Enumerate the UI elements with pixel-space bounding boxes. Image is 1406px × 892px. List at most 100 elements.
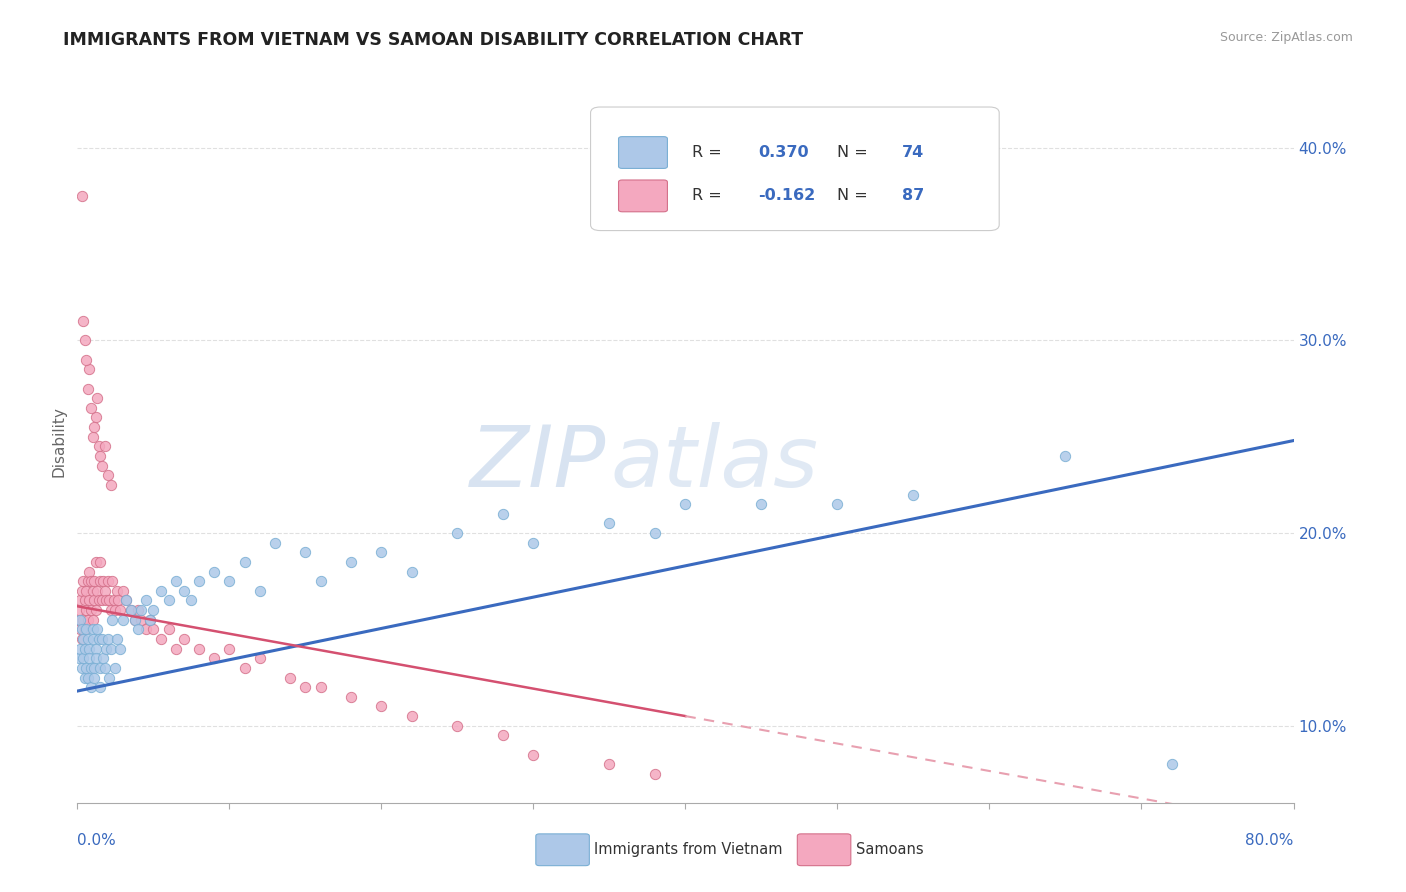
Point <box>108 641 131 656</box>
Point <box>67 613 90 627</box>
Point <box>69 593 91 607</box>
Point <box>340 555 363 569</box>
Point <box>70 583 93 598</box>
Point <box>135 593 157 607</box>
Point <box>70 189 93 203</box>
Point <box>370 545 392 559</box>
Point <box>751 497 773 511</box>
Point <box>492 728 515 742</box>
Point <box>107 593 129 607</box>
Point <box>89 680 111 694</box>
Point <box>75 352 97 367</box>
Point <box>82 632 104 646</box>
Point <box>84 410 107 425</box>
Point <box>84 555 107 569</box>
Point <box>139 613 162 627</box>
Point <box>644 767 666 781</box>
Point <box>249 583 271 598</box>
Point <box>77 382 100 396</box>
Point <box>105 632 128 646</box>
Text: atlas: atlas <box>610 422 818 505</box>
Point <box>97 632 120 646</box>
Point <box>104 661 127 675</box>
Point <box>142 623 165 637</box>
Point <box>84 603 107 617</box>
Point <box>86 623 108 637</box>
Point <box>98 671 121 685</box>
Point <box>86 583 108 598</box>
Text: N =: N = <box>838 188 873 203</box>
Text: 80.0%: 80.0% <box>1246 833 1294 848</box>
Point <box>70 661 93 675</box>
Text: ZIP: ZIP <box>470 422 606 505</box>
Point <box>294 545 316 559</box>
Point <box>75 603 97 617</box>
Point <box>89 574 111 589</box>
Point <box>77 574 100 589</box>
Point <box>73 623 96 637</box>
Point <box>83 574 105 589</box>
Point <box>70 632 93 646</box>
Point <box>135 623 157 637</box>
Point <box>72 314 94 328</box>
Point <box>188 641 211 656</box>
Point <box>97 468 120 483</box>
Point <box>309 574 332 589</box>
Point <box>149 583 172 598</box>
Point <box>84 651 107 665</box>
Point <box>82 430 104 444</box>
Point <box>598 757 620 772</box>
Point <box>79 565 101 579</box>
Point <box>139 613 162 627</box>
Point <box>86 391 108 405</box>
Point <box>100 478 122 492</box>
Y-axis label: Disability: Disability <box>51 406 66 477</box>
FancyBboxPatch shape <box>797 834 851 865</box>
Point <box>90 458 112 473</box>
Point <box>93 439 115 453</box>
Point <box>69 641 91 656</box>
Text: 87: 87 <box>901 188 924 203</box>
Text: R =: R = <box>692 188 727 203</box>
Text: R =: R = <box>692 145 727 160</box>
Point <box>72 613 94 627</box>
Point <box>903 487 925 501</box>
Point <box>446 526 468 541</box>
Text: IMMIGRANTS FROM VIETNAM VS SAMOAN DISABILITY CORRELATION CHART: IMMIGRANTS FROM VIETNAM VS SAMOAN DISABI… <box>63 31 803 49</box>
Point <box>340 690 363 704</box>
Point <box>309 680 332 694</box>
Point <box>249 651 271 665</box>
Point <box>157 593 180 607</box>
Point <box>87 632 110 646</box>
Point <box>401 565 423 579</box>
Point <box>157 623 180 637</box>
Point <box>91 651 114 665</box>
Point <box>218 574 240 589</box>
Text: N =: N = <box>838 145 873 160</box>
Point <box>127 623 149 637</box>
Point <box>278 671 301 685</box>
Text: 74: 74 <box>901 145 924 160</box>
Point <box>82 623 104 637</box>
Point <box>80 574 103 589</box>
Point <box>69 623 91 637</box>
Point <box>83 661 105 675</box>
Point <box>401 709 423 723</box>
Point <box>827 497 849 511</box>
Text: Source: ZipAtlas.com: Source: ZipAtlas.com <box>1219 31 1353 45</box>
Point <box>83 420 105 434</box>
Point <box>218 641 240 656</box>
Point <box>675 497 697 511</box>
Point <box>120 603 142 617</box>
Text: Immigrants from Vietnam: Immigrants from Vietnam <box>595 842 783 857</box>
Point <box>90 632 112 646</box>
Point <box>67 651 90 665</box>
Point <box>111 613 134 627</box>
Point <box>97 574 120 589</box>
FancyBboxPatch shape <box>591 107 1000 230</box>
Point <box>149 632 172 646</box>
Point <box>96 641 118 656</box>
Point <box>522 747 544 762</box>
Point <box>87 439 110 453</box>
Point <box>84 641 107 656</box>
